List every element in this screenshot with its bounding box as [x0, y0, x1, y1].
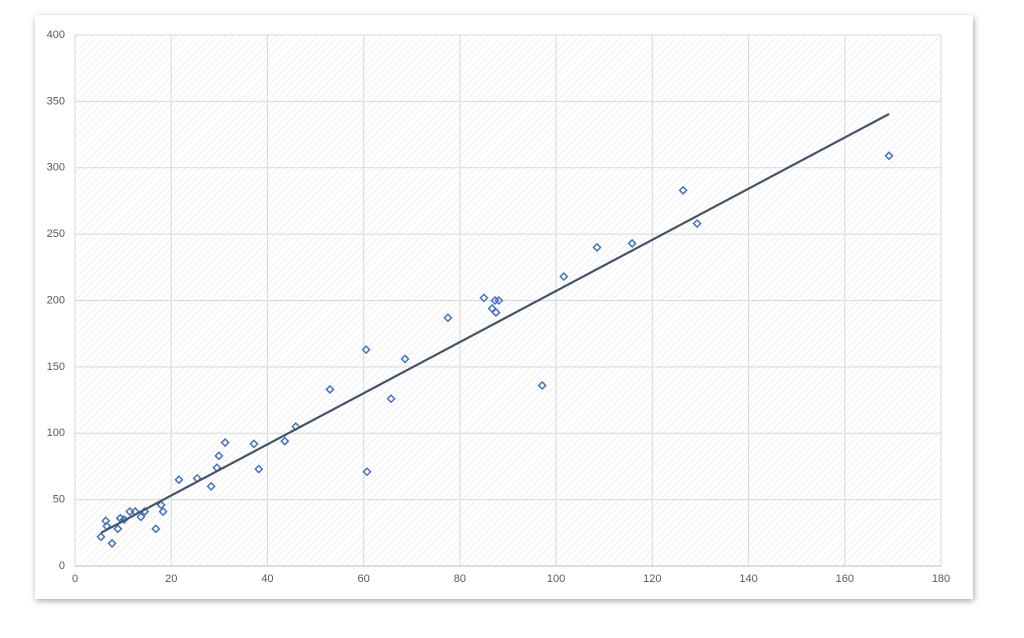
x-tick-label: 140 — [739, 573, 757, 585]
data-point — [206, 481, 216, 491]
data-point — [692, 218, 702, 229]
data-point — [136, 512, 146, 522]
data-point — [537, 380, 547, 391]
y-tick-label: 350 — [47, 95, 65, 107]
data-point — [325, 384, 335, 395]
x-tick-label: 100 — [547, 573, 565, 585]
data-point — [362, 467, 372, 477]
y-tick-label: 150 — [47, 361, 65, 373]
data-point — [592, 242, 602, 252]
data-point — [249, 439, 259, 449]
trendline — [100, 113, 890, 534]
x-tick-label: 120 — [643, 573, 661, 585]
data-point — [214, 451, 224, 461]
data-point — [479, 293, 489, 303]
y-tick-label: 250 — [47, 228, 65, 240]
data-point — [156, 500, 166, 510]
data-point — [158, 507, 168, 517]
data-point — [254, 464, 264, 474]
y-tick-label: 300 — [47, 162, 65, 174]
data-point — [280, 436, 290, 446]
data-point — [884, 151, 894, 161]
y-tick-label: 400 — [47, 29, 65, 41]
data-point — [443, 313, 453, 323]
x-tick-label: 40 — [261, 573, 273, 585]
x-tick-label: 60 — [358, 573, 370, 585]
data-point — [361, 345, 371, 355]
data-point — [400, 354, 410, 364]
data-point — [494, 295, 504, 306]
y-tick-label: 100 — [47, 427, 65, 439]
data-point — [151, 524, 161, 534]
data-point — [174, 475, 184, 485]
x-tick-label: 80 — [454, 573, 466, 585]
data-point — [96, 532, 106, 542]
data-point — [107, 538, 117, 548]
data-point — [627, 238, 637, 248]
x-tick-label: 160 — [836, 573, 854, 585]
x-tick-label: 180 — [932, 573, 950, 585]
x-tick-label: 0 — [72, 573, 78, 585]
data-point — [559, 272, 569, 282]
data-point — [113, 524, 123, 534]
y-tick-label: 200 — [47, 294, 65, 306]
data-point — [491, 307, 501, 318]
y-tick-label: 0 — [59, 560, 65, 572]
x-tick-label: 20 — [165, 573, 177, 585]
data-point — [386, 394, 396, 404]
data-point — [220, 437, 230, 448]
data-point — [678, 185, 688, 195]
y-tick-label: 50 — [53, 494, 65, 506]
